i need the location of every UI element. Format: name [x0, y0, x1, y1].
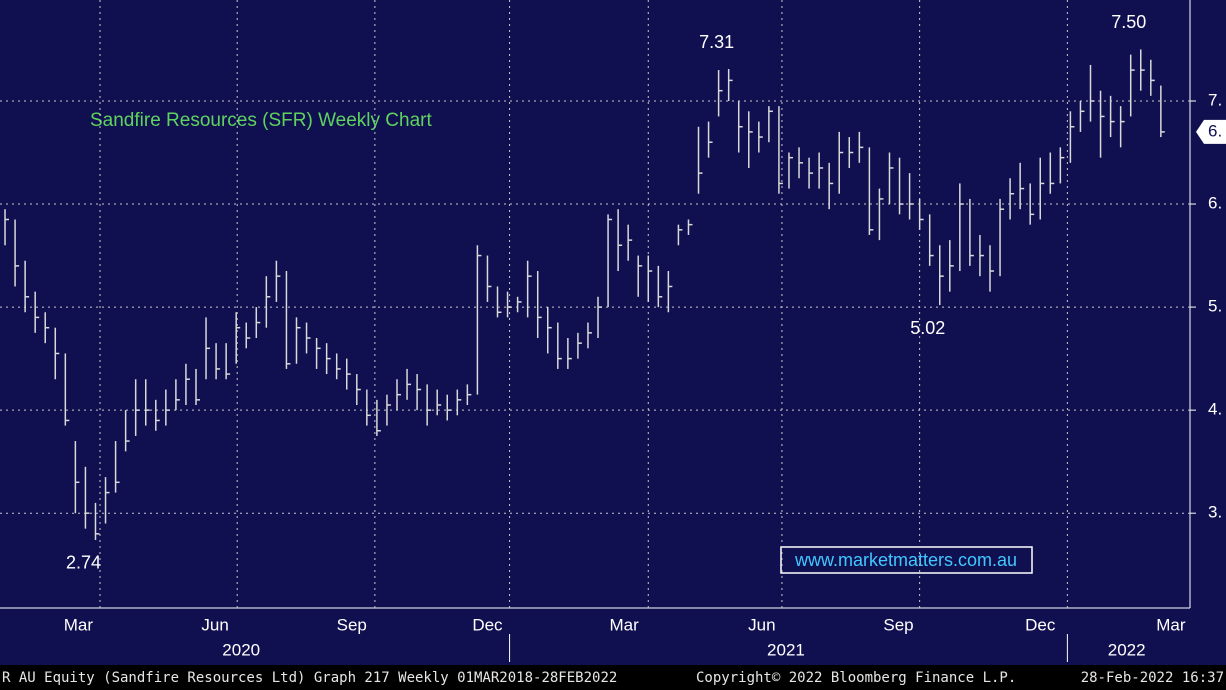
x-tick-label: Dec — [472, 615, 503, 634]
x-tick-label: Jun — [748, 615, 775, 634]
x-tick-label: Mar — [610, 615, 640, 634]
y-tick-label: 3. — [1208, 503, 1222, 522]
year-label: 2021 — [767, 640, 805, 659]
year-label: 2020 — [222, 640, 260, 659]
footer-middle: Copyright© 2022 Bloomberg Finance L.P. — [696, 670, 1016, 686]
last-price-label: 6. — [1208, 121, 1222, 140]
background — [0, 0, 1226, 665]
chart-title: Sandfire Resources (SFR) Weekly Chart — [90, 110, 432, 131]
year-label: 2022 — [1108, 640, 1146, 659]
footer-bar — [0, 665, 1226, 690]
y-tick-label: 4. — [1208, 400, 1222, 419]
annotation: 7.31 — [699, 32, 734, 52]
last-price-tag — [1196, 119, 1226, 144]
y-tick-label: 5. — [1208, 297, 1222, 316]
x-tick-label: Mar — [1156, 615, 1186, 634]
x-tick-label: Mar — [64, 615, 94, 634]
annotation: 5.02 — [910, 318, 945, 338]
x-tick-label: Dec — [1025, 615, 1056, 634]
x-tick-label: Jun — [201, 615, 228, 634]
annotation: 2.74 — [66, 553, 101, 573]
x-tick-label: Sep — [337, 615, 367, 634]
footer-left: R AU Equity (Sandfire Resources Ltd) Gra… — [2, 670, 617, 686]
watermark-box — [780, 546, 1033, 574]
y-tick-label: 6. — [1208, 194, 1222, 213]
y-tick-label: 7. — [1208, 90, 1222, 109]
watermark: www.marketmatters.com.au — [794, 550, 1017, 570]
annotation: 7.50 — [1111, 12, 1146, 32]
footer-right: 28-Feb-2022 16:37 — [1081, 670, 1224, 686]
x-tick-label: Sep — [883, 615, 913, 634]
